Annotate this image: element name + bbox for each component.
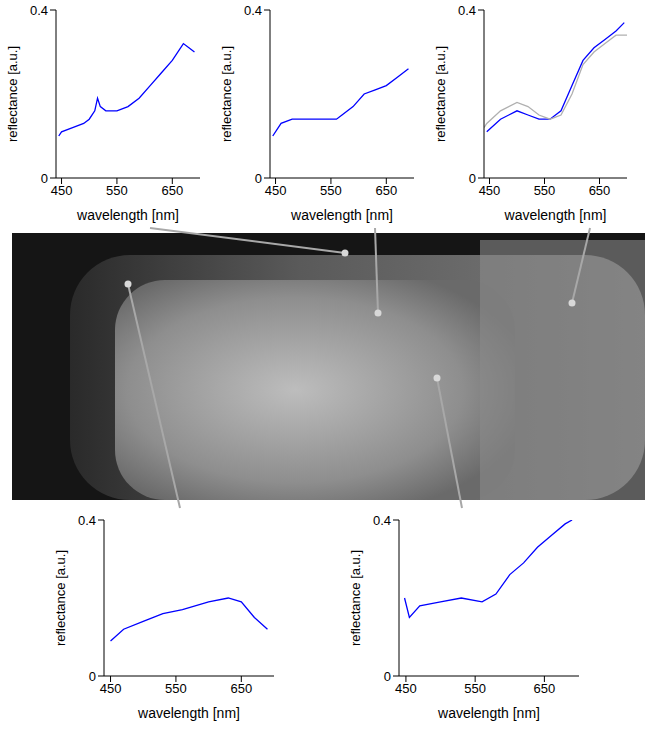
svg-text:650: 650 [589,183,611,198]
svg-text:reflectance [a.u.]: reflectance [a.u.] [5,46,20,142]
svg-text:wavelength [nm]: wavelength [nm] [290,207,393,223]
svg-text:0.4: 0.4 [30,3,48,18]
svg-text:550: 550 [106,183,128,198]
svg-text:450: 450 [100,681,122,696]
svg-text:650: 650 [230,681,252,696]
svg-text:0: 0 [469,171,476,186]
svg-text:reflectance [a.u.]: reflectance [a.u.] [433,46,448,142]
svg-text:0.4: 0.4 [458,3,476,18]
svg-text:0: 0 [89,669,96,684]
svg-text:450: 450 [265,183,287,198]
svg-text:0.4: 0.4 [373,513,391,528]
svg-text:650: 650 [375,183,397,198]
svg-text:reflectance [a.u.]: reflectance [a.u.] [348,550,363,646]
svg-text:650: 650 [534,681,556,696]
svg-text:450: 450 [51,183,73,198]
svg-text:0: 0 [384,669,391,684]
svg-text:reflectance [a.u.]: reflectance [a.u.] [53,550,68,646]
svg-text:wavelength [nm]: wavelength [nm] [76,207,179,223]
svg-text:wavelength [nm]: wavelength [nm] [504,207,607,223]
svg-text:550: 550 [165,681,187,696]
svg-text:reflectance [a.u.]: reflectance [a.u.] [219,46,234,142]
svg-text:0: 0 [255,171,262,186]
svg-text:650: 650 [161,183,183,198]
svg-text:550: 550 [534,183,556,198]
svg-text:0: 0 [41,171,48,186]
svg-text:550: 550 [320,183,342,198]
svg-text:450: 450 [479,183,501,198]
svg-text:0.4: 0.4 [244,3,262,18]
svg-text:wavelength [nm]: wavelength [nm] [437,705,540,721]
svg-text:wavelength [nm]: wavelength [nm] [137,705,240,721]
svg-text:450: 450 [395,681,417,696]
svg-text:0.4: 0.4 [78,513,96,528]
svg-text:550: 550 [464,681,486,696]
